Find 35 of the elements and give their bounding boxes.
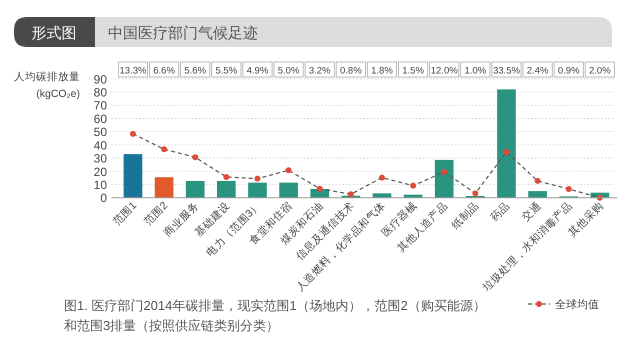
share-label: 1.5%	[398, 62, 428, 78]
x-tick-label: 交通	[518, 198, 544, 224]
share-label: 5.0%	[274, 62, 304, 78]
share-label: 6.6%	[149, 62, 180, 78]
y-axis-title: 人均碳排放量 (kgCO₂e)	[14, 71, 80, 100]
x-tick-label: 药品	[488, 198, 513, 224]
share-label: 12.0%	[429, 62, 460, 78]
share-label: 13.3%	[118, 62, 148, 78]
y-tick-label: 20	[94, 164, 108, 179]
chart-subtitle: 形式图	[32, 25, 76, 42]
share-label: 2.4%	[522, 62, 553, 78]
y-tick-label: 90	[94, 72, 108, 86]
share-label: 33.5%	[491, 62, 522, 78]
x-tick-label: 纸制品	[448, 198, 482, 232]
share-label: 5.6%	[180, 62, 210, 78]
y-tick-label: 0	[100, 191, 108, 206]
share-label: 5.5%	[211, 62, 242, 78]
share-label: 4.9%	[242, 62, 272, 78]
y-tick-label: 70	[94, 98, 108, 113]
chart-title: 中国医疗部门气候足迹	[108, 25, 258, 42]
share-label: 1.0%	[460, 62, 490, 78]
y-tick-label: 50	[94, 125, 108, 140]
share-label: 0.8%	[336, 62, 366, 78]
y-tick-label: 40	[94, 138, 108, 152]
share-label: 0.9%	[554, 62, 584, 78]
y-tick-label: 30	[94, 152, 108, 166]
share-label: 2.0%	[584, 62, 615, 78]
y-tick-label: 80	[94, 86, 108, 100]
legend-label: 全球均值	[555, 298, 599, 311]
y-tick-label: 10	[94, 178, 108, 192]
share-label: 1.8%	[366, 62, 397, 78]
caption: 图1. 医疗部门2014年碳排量，现实范围1（场地内），范围2（购买能源）和范围3排量（按照供应链类别分类）	[64, 297, 487, 335]
share-label: 3.2%	[304, 62, 335, 78]
x-tick-label: 范围1	[110, 198, 140, 228]
y-tick-label: 60	[94, 112, 108, 126]
